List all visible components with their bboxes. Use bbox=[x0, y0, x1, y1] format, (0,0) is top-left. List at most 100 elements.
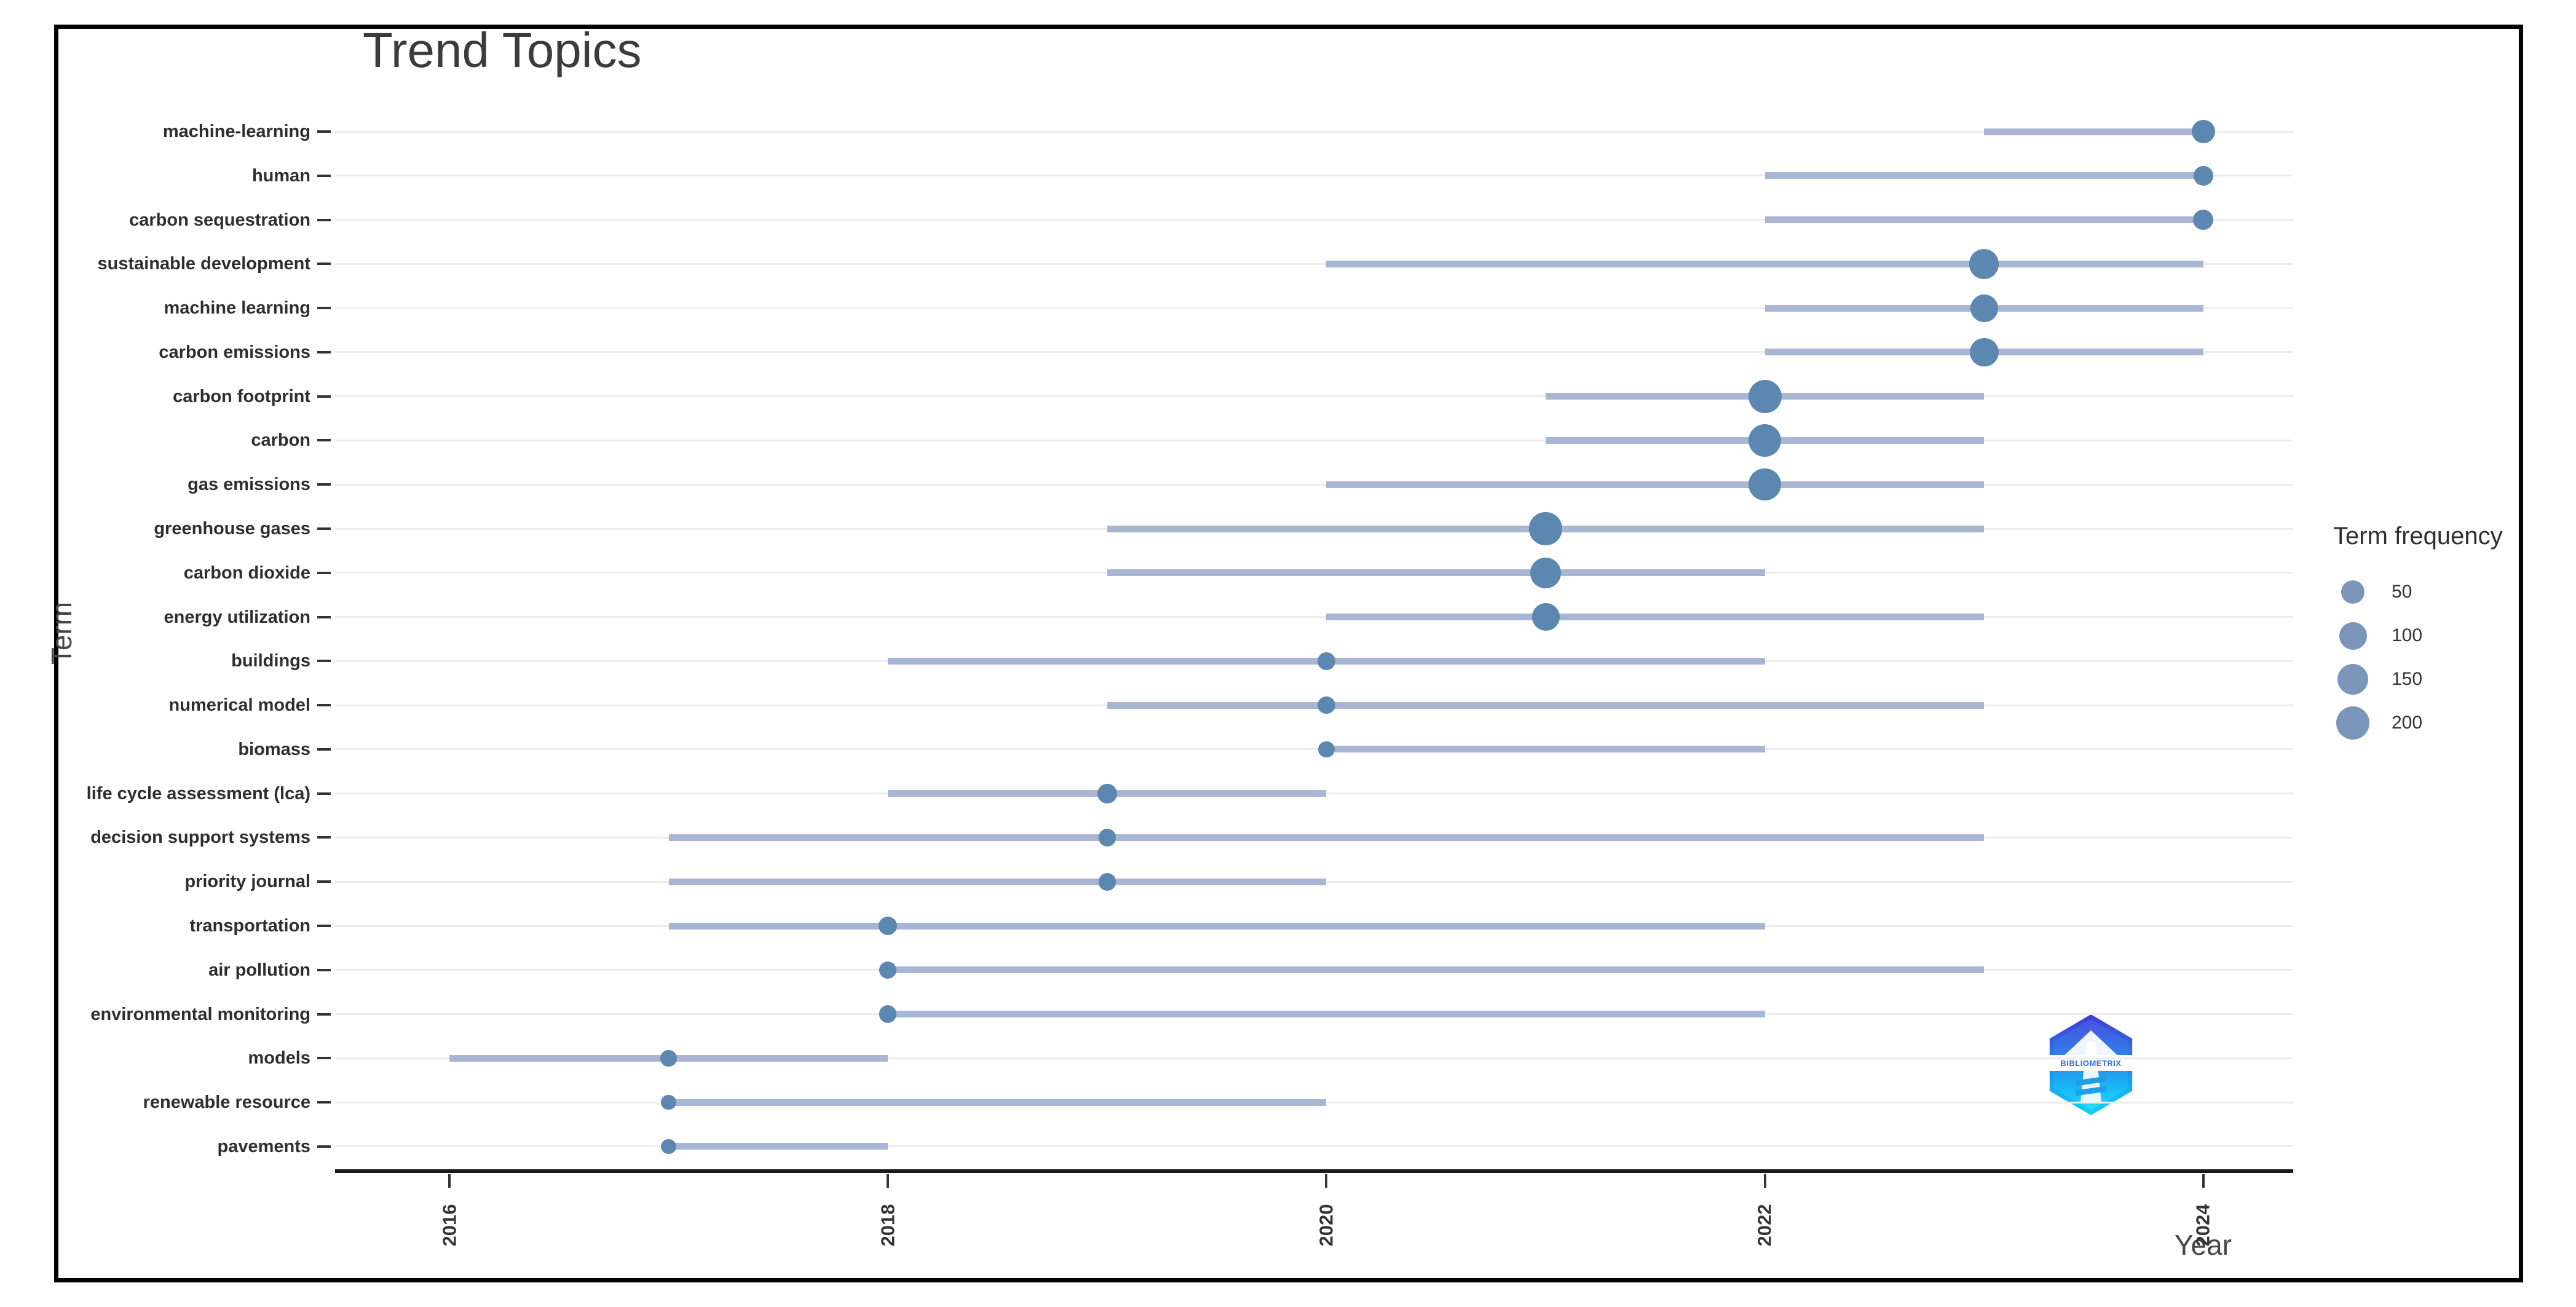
term-label: energy utilization bbox=[164, 607, 310, 627]
legend-size-dot bbox=[2337, 663, 2369, 695]
term-dot bbox=[661, 1094, 676, 1110]
row-gridline bbox=[335, 307, 2293, 309]
term-range-line bbox=[1326, 260, 2203, 267]
x-axis-tick bbox=[2202, 1174, 2205, 1188]
legend-size-label: 200 bbox=[2392, 713, 2423, 733]
row-gridline bbox=[335, 395, 2293, 398]
x-axis-tick-text: 2016 bbox=[438, 1204, 460, 1247]
y-axis-tick bbox=[317, 836, 331, 839]
term-label: decision support systems bbox=[90, 827, 310, 848]
x-axis-tick bbox=[1763, 1174, 1766, 1188]
x-axis-tick-text: 2024 bbox=[2192, 1204, 2214, 1247]
term-dot bbox=[1317, 652, 1336, 671]
term-label: priority journal bbox=[184, 872, 310, 892]
term-label: human bbox=[251, 165, 310, 186]
y-axis-tick bbox=[317, 792, 331, 795]
y-axis-tick bbox=[317, 218, 331, 221]
term-label: transportation bbox=[189, 916, 310, 936]
legend-size-dot bbox=[2336, 706, 2370, 740]
term-range-line bbox=[668, 878, 1327, 885]
legend-size-label: 50 bbox=[2392, 582, 2412, 602]
term-dot bbox=[1748, 379, 1782, 413]
term-range-line bbox=[1107, 569, 1765, 577]
x-axis-tick bbox=[887, 1174, 890, 1188]
row-gridline bbox=[335, 483, 2293, 486]
term-range-line bbox=[888, 1011, 1765, 1018]
term-range-line bbox=[668, 1143, 888, 1150]
x-axis-tick-label: 2016 bbox=[436, 1191, 463, 1259]
term-label: biomass bbox=[238, 739, 310, 759]
term-dot bbox=[1098, 829, 1116, 847]
legend-title: Term frequency bbox=[2333, 523, 2503, 550]
logo-text: BIBLIOMETRIX bbox=[2060, 1058, 2122, 1068]
term-label: renewable resource bbox=[143, 1092, 310, 1113]
x-axis-line bbox=[335, 1169, 2293, 1173]
x-axis-tick-text: 2020 bbox=[1315, 1204, 1337, 1247]
y-axis-tick bbox=[317, 439, 331, 442]
row-gridline bbox=[335, 130, 2293, 133]
term-range-line bbox=[668, 922, 1765, 930]
y-axis-tick bbox=[317, 1101, 331, 1104]
term-label: carbon footprint bbox=[173, 386, 310, 406]
term-label: greenhouse gases bbox=[154, 519, 310, 539]
y-axis-tick bbox=[317, 483, 331, 486]
term-label: air pollution bbox=[208, 960, 310, 980]
term-dot bbox=[879, 961, 897, 979]
row-gridline bbox=[335, 263, 2293, 265]
term-dot bbox=[1529, 512, 1562, 545]
row-gridline bbox=[335, 175, 2293, 177]
term-range-line bbox=[668, 834, 1985, 841]
term-range-line bbox=[668, 1099, 1327, 1106]
term-label: gas emissions bbox=[188, 475, 310, 495]
y-axis-title: Term bbox=[45, 601, 77, 665]
term-range-line bbox=[1326, 614, 1985, 621]
term-dot bbox=[879, 1005, 897, 1023]
x-axis-tick-label: 2018 bbox=[874, 1191, 901, 1259]
term-dot bbox=[1748, 468, 1781, 501]
y-axis-tick bbox=[317, 704, 331, 707]
x-axis-tick-label: 2022 bbox=[1752, 1191, 1779, 1259]
y-axis-tick bbox=[317, 130, 331, 133]
term-label: sustainable development bbox=[97, 254, 311, 274]
term-range-line bbox=[1764, 216, 2203, 224]
bibliometrix-logo-icon: BIBLIOMETRIX bbox=[2046, 1014, 2136, 1115]
term-dot bbox=[1969, 249, 1999, 279]
term-label: carbon dioxide bbox=[183, 563, 310, 583]
term-dot bbox=[1318, 741, 1335, 758]
chart-title: Trend Topics bbox=[363, 23, 642, 77]
x-axis-tick bbox=[448, 1174, 451, 1188]
y-axis-tick bbox=[317, 748, 331, 751]
y-axis-tick bbox=[317, 1145, 331, 1148]
y-axis-tick bbox=[317, 350, 331, 353]
x-axis-tick-label: 2024 bbox=[2190, 1191, 2217, 1259]
y-axis-tick bbox=[317, 615, 331, 618]
y-axis-tick bbox=[317, 263, 331, 266]
term-range-line bbox=[1107, 701, 1985, 709]
term-dot bbox=[879, 916, 898, 936]
term-dot bbox=[660, 1050, 677, 1067]
y-axis-tick bbox=[317, 307, 331, 310]
legend-size-label: 100 bbox=[2392, 625, 2423, 646]
x-axis-title: Year bbox=[2175, 1229, 2232, 1261]
y-axis-tick bbox=[317, 527, 331, 531]
row-gridline bbox=[335, 351, 2293, 353]
term-dot bbox=[2193, 210, 2214, 231]
row-gridline bbox=[335, 219, 2293, 221]
y-axis-tick bbox=[317, 925, 331, 928]
term-label: carbon bbox=[251, 430, 310, 451]
row-gridline bbox=[335, 1057, 2293, 1059]
x-axis-tick-text: 2018 bbox=[877, 1204, 899, 1247]
x-axis-tick bbox=[1325, 1174, 1328, 1188]
chart-border-frame bbox=[54, 25, 2523, 1282]
y-axis-tick bbox=[317, 1013, 331, 1016]
term-range-line bbox=[1984, 128, 2203, 135]
term-label: machine-learning bbox=[162, 122, 310, 141]
term-range-line bbox=[1764, 172, 2203, 180]
logo-lighthouse-lamp bbox=[2085, 1041, 2096, 1055]
term-dot bbox=[661, 1139, 676, 1155]
term-dot bbox=[1531, 603, 1560, 631]
term-dot bbox=[1970, 294, 1998, 322]
term-label: life cycle assessment (lca) bbox=[86, 783, 310, 804]
term-label: environmental monitoring bbox=[90, 1004, 310, 1024]
